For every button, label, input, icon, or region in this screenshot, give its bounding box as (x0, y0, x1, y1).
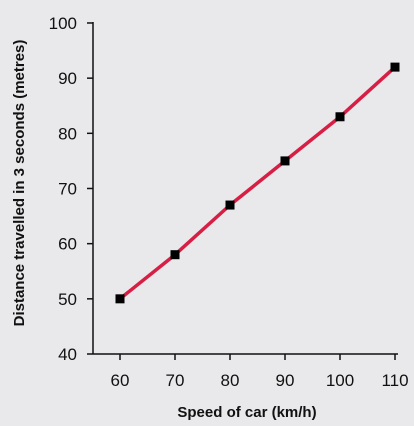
y-tick-label: 100 (49, 14, 77, 33)
data-point (225, 200, 235, 210)
x-tick-label: 70 (166, 371, 185, 390)
series-line (118, 65, 397, 301)
x-axis-title: Speed of car (km/h) (177, 404, 316, 421)
x-tick-label: 110 (381, 371, 408, 390)
x-ticks: 60 70 80 90 100 110 (111, 354, 409, 390)
data-point (390, 62, 400, 72)
x-tick-label: 80 (221, 371, 240, 390)
data-point (280, 156, 290, 166)
y-tick-label: 40 (58, 345, 77, 364)
y-ticks: 40 50 60 70 80 90 100 (49, 14, 93, 364)
data-point (335, 112, 345, 122)
y-tick-label: 50 (58, 290, 77, 309)
y-tick-label: 60 (58, 235, 77, 254)
x-tick-label: 60 (111, 371, 130, 390)
data-point (115, 294, 125, 304)
data-markers (115, 62, 400, 304)
y-tick-label: 70 (58, 179, 77, 198)
y-tick-label: 80 (58, 124, 77, 143)
x-tick-label: 90 (276, 371, 295, 390)
y-axis-title: Distance travelled in 3 seconds (metres) (11, 40, 28, 327)
y-tick-label: 90 (58, 69, 77, 88)
x-tick-label: 100 (326, 371, 354, 390)
data-point (170, 250, 180, 260)
